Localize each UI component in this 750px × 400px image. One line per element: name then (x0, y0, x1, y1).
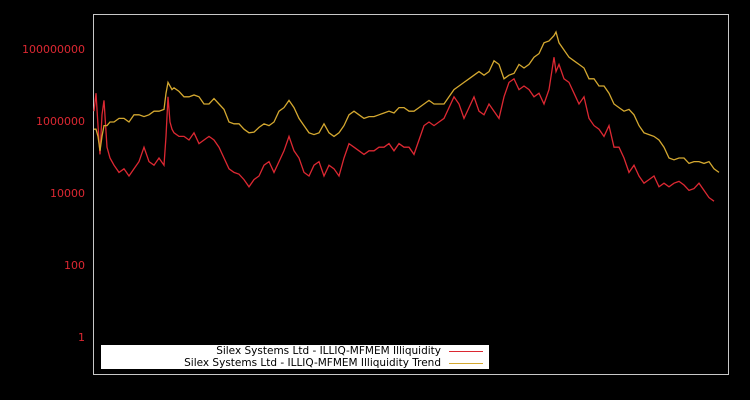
y-tick-label: 10000 (50, 187, 85, 200)
plot-frame (93, 14, 729, 375)
y-tick-label: 1000000 (36, 115, 85, 128)
legend-swatch-red (449, 350, 483, 352)
illiquidity-series-line (93, 57, 715, 202)
legend-swatch-gold (449, 362, 483, 364)
legend-item-illiquidity: Silex Systems Ltd - ILLIQ-MFMEM Illiquid… (216, 345, 489, 357)
legend-label: Silex Systems Ltd - ILLIQ-MFMEM Illiquid… (216, 345, 441, 357)
legend-label: Silex Systems Ltd - ILLIQ-MFMEM Illiquid… (184, 357, 441, 369)
chart-legend: Silex Systems Ltd - ILLIQ-MFMEM Illiquid… (101, 345, 489, 369)
y-tick-label: 100 (64, 259, 85, 272)
illiquidity-trend-series-line (94, 30, 720, 173)
legend-item-illiquidity-trend: Silex Systems Ltd - ILLIQ-MFMEM Illiquid… (184, 357, 489, 369)
y-tick-label: 100000000 (22, 43, 85, 56)
y-tick-label: 1 (78, 331, 85, 344)
